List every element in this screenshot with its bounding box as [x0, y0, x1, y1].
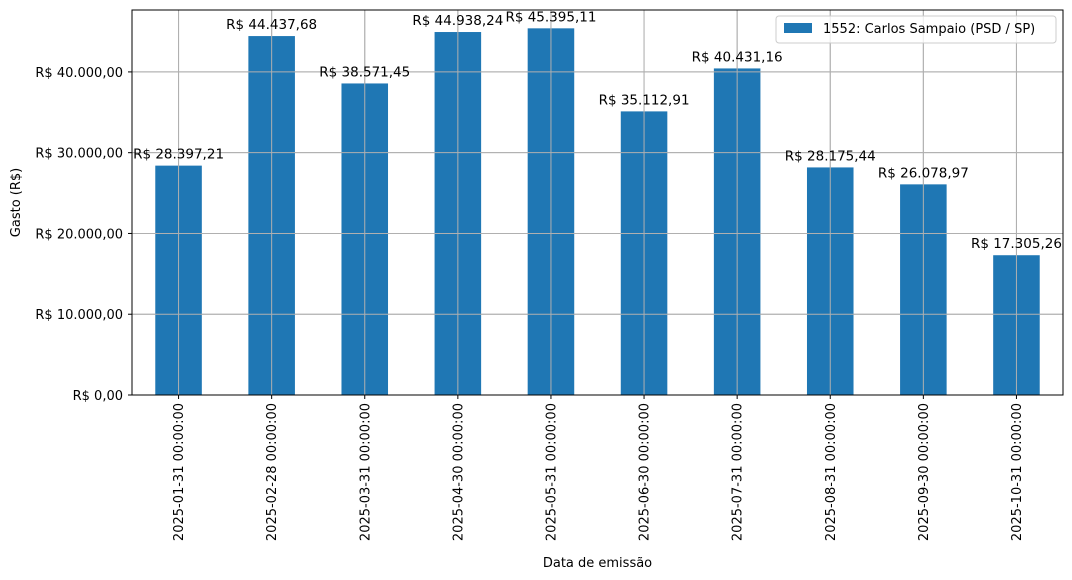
bar-value-label: R$ 28.175,44	[785, 148, 876, 164]
bar-value-label: R$ 28.397,21	[133, 147, 224, 163]
y-axis-title: Gasto (R$)	[9, 168, 24, 237]
bar-value-label: R$ 45.395,11	[505, 9, 596, 25]
bar-value-label: R$ 44.938,24	[412, 13, 503, 29]
plot-frame	[131, 9, 1064, 396]
x-axis-title: Data de emissão	[543, 556, 652, 571]
legend-label: 1552: Carlos Sampaio (PSD / SP)	[823, 22, 1035, 37]
x-tick-label: 2025-08-31 00:00:00	[824, 403, 839, 541]
x-tick-label: 2025-05-31 00:00:00	[544, 403, 559, 541]
x-tick-label: 2025-09-30 00:00:00	[917, 403, 932, 541]
x-tick-label: 2025-10-31 00:00:00	[1010, 403, 1025, 541]
y-tick-label: R$ 40.000,00	[35, 66, 123, 81]
data-labels: R$ 28.397,21 R$ 44.437,68 R$ 38.571,45 R$ 4…	[133, 9, 1062, 252]
x-tick-label: 2025-01-31 00:00:00	[172, 403, 187, 541]
bar-value-label: R$ 17.305,26	[971, 236, 1062, 252]
grid-overlay	[132, 10, 1063, 396]
bars	[155, 28, 1040, 396]
y-tick-label: R$ 20.000,00	[35, 227, 123, 242]
bar-value-label: R$ 38.571,45	[319, 64, 410, 80]
x-tick-label: 2025-04-30 00:00:00	[451, 403, 466, 541]
bar-value-label: R$ 26.078,97	[878, 165, 969, 181]
x-tick-label: 2025-03-31 00:00:00	[358, 403, 373, 541]
legend: 1552: Carlos Sampaio (PSD / SP)	[775, 15, 1057, 44]
x-axis-ticks: 2025-01-31 00:00:00 2025-02-28 00:00:00 20…	[172, 395, 1025, 541]
y-tick-label: R$ 30.000,00	[35, 147, 123, 162]
legend-swatch	[784, 23, 812, 33]
x-tick-label: 2025-02-28 00:00:00	[265, 403, 280, 541]
y-tick-label: R$ 10.000,00	[35, 308, 123, 323]
y-tick-label: R$ 0,00	[73, 389, 123, 404]
bar-value-label: R$ 40.431,16	[692, 49, 783, 65]
y-axis-ticks: R$ 0,00 R$ 10.000,00 R$ 20.000,00 R$ 30.000…	[35, 66, 132, 404]
legend-box	[775, 15, 1057, 44]
x-tick-label: 2025-06-30 00:00:00	[638, 403, 653, 541]
x-tick-label: 2025-07-31 00:00:00	[731, 403, 746, 541]
bar-value-label: R$ 44.437,68	[226, 17, 317, 33]
bar-value-label: R$ 35.112,91	[599, 92, 690, 108]
